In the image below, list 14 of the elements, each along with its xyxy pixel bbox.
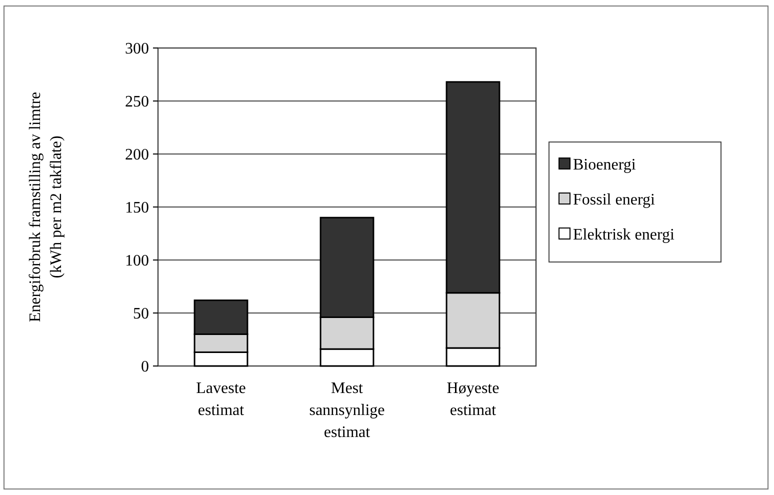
y-tick-label: 200 bbox=[125, 146, 149, 164]
x-tick-label: Høyeste estimat bbox=[446, 380, 500, 419]
y-tick-label: 0 bbox=[141, 358, 149, 376]
y-tick-label: 150 bbox=[125, 200, 149, 217]
x-tick-label: Laveste estimat bbox=[196, 380, 246, 419]
legend-label: Fossil energi bbox=[573, 192, 656, 209]
y-tick-label: 50 bbox=[133, 306, 149, 323]
y-tick-label: 250 bbox=[125, 94, 149, 111]
y-tick-label: 100 bbox=[125, 252, 149, 270]
y-tick-label: 300 bbox=[125, 40, 149, 58]
legend-label: Elektrisk energi bbox=[573, 226, 676, 244]
y-axis-title: Energiforbruk framstilling av limtre (kWh per m2 takflate) bbox=[27, 92, 65, 322]
legend-label: Bioenergi bbox=[573, 156, 636, 174]
x-tick-label: Mest sannsynlige estimat bbox=[309, 380, 385, 441]
